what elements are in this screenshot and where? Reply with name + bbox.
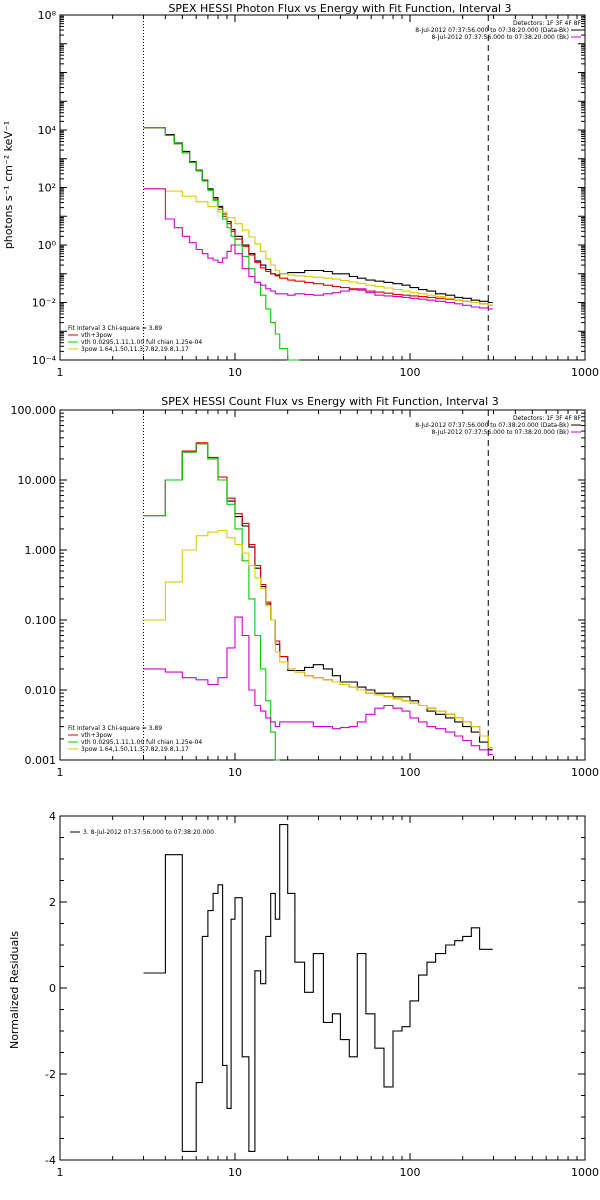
series-residual <box>143 824 493 1152</box>
y-tick-label: 10² <box>38 182 56 195</box>
y-tick-label: -2 <box>45 1068 56 1081</box>
x-tick-label: 100 <box>400 766 421 779</box>
legend-entry: vth+3pow <box>81 332 112 339</box>
count-axis-ticks: 1 10 100 1000 0.001 0.010 0.100 1.000 10.000 100.… <box>11 404 600 779</box>
legend-entry: vth+3pow <box>81 732 112 739</box>
residuals-plot-frame <box>59 815 586 1161</box>
series-3pow <box>143 188 493 306</box>
y-tick-label: 100.000 <box>11 404 57 417</box>
legend-header: Detectors: 1F 3F 4F 8F <box>513 415 582 422</box>
y-tick-label: 0.001 <box>25 754 57 767</box>
x-tick-label: 1 <box>57 1166 64 1179</box>
legend-entry: 3pow 1.64,1.50,11.3,7.82,19.8,1.17 <box>81 346 189 353</box>
y-tick-label: 4 <box>49 810 56 823</box>
residuals-series <box>143 824 493 1152</box>
photon-legend-top-right: Detectors: 1F 3F 4F 8F8-Jul-2012 07:37:5… <box>415 20 581 41</box>
x-tick-label: 10 <box>228 366 242 379</box>
legend-header: Fit Interval 3 Chi-square = 3.89 <box>68 725 162 732</box>
y-tick-label: 10⁴ <box>38 124 57 137</box>
residuals-y-axis-label: Normalized Residuals <box>8 931 21 1049</box>
series-vth <box>143 443 280 761</box>
legend-entry: 8-Jul-2012 07:37:56.000 to 07:38:20.000 … <box>431 34 569 41</box>
series-vth-3pow <box>143 127 493 306</box>
legend-entry: 3pow 1.64,1.50,11.3,7.82,19.8,1.17 <box>81 746 189 753</box>
x-tick-label: 1 <box>57 766 64 779</box>
legend-entry: 8-Jul-2012 07:37:56.000 to 07:38:20.000 … <box>415 27 569 34</box>
photon-flux-panel: SPEX HESSI Photon Flux vs Energy with Fi… <box>2 2 599 379</box>
x-tick-label: 1 <box>57 366 64 379</box>
series-data-bk <box>143 127 493 304</box>
legend-entry: 8-Jul-2012 07:37:56.000 to 07:38:20.000 … <box>415 422 569 429</box>
photon-legend-bottom-left: Fit Interval 3 Chi-square = 3.89vth+3pow… <box>68 325 202 353</box>
photon-y-axis-label: photons s⁻¹ cm⁻² keV⁻¹ <box>2 121 15 249</box>
y-tick-label: 10⁰ <box>38 239 57 252</box>
count-legend-bottom-left: Fit Interval 3 Chi-square = 3.89vth+3pow… <box>68 725 202 753</box>
count-plot-frame <box>59 409 586 761</box>
series-vth-3pow <box>143 442 493 749</box>
photon-plot-frame <box>59 14 586 361</box>
photon-series <box>142 15 493 361</box>
x-tick-label: 10 <box>228 1166 242 1179</box>
count-flux-panel: SPEX HESSI Count Flux vs Energy with Fit… <box>11 395 600 779</box>
residuals-panel: Normalized Residuals 1 10 100 1000 -4 -2 0 2 4 3… <box>8 810 599 1179</box>
legend-header: Detectors: 1F 3F 4F 8F <box>513 20 582 27</box>
series-vth <box>143 127 300 361</box>
y-tick-label: 10⁻⁴ <box>32 354 57 367</box>
series-3pow <box>143 529 493 749</box>
legend-entry: vth 0.0295,1.11,1.00 full chian 1.25e-04 <box>81 739 202 746</box>
x-tick-label: 1000 <box>571 766 599 779</box>
legend-entry: 3. 8-Jul-2012 07:37:56.000 to 07:38:20.0… <box>83 829 214 836</box>
series-bk <box>143 616 493 756</box>
x-tick-label: 1000 <box>571 1166 599 1179</box>
count-series <box>142 410 493 761</box>
x-tick-label: 100 <box>400 366 421 379</box>
series-bk <box>143 188 493 310</box>
y-tick-label: 10⁻² <box>32 297 56 310</box>
residuals-axis-ticks: 1 10 100 1000 -4 -2 0 2 4 <box>45 810 599 1179</box>
y-tick-label: 0 <box>49 982 56 995</box>
y-tick-label: 10.000 <box>18 474 57 487</box>
legend-header: Fit Interval 3 Chi-square = 3.89 <box>68 325 162 332</box>
y-tick-label: 10⁸ <box>38 9 57 22</box>
legend-entry: 8-Jul-2012 07:37:56.000 to 07:38:20.000 … <box>431 429 569 436</box>
y-tick-label: -4 <box>45 1154 56 1167</box>
series-data-bk <box>143 443 493 751</box>
y-tick-label: 1.000 <box>25 544 57 557</box>
count-chart-title: SPEX HESSI Count Flux vs Energy with Fit… <box>161 395 498 408</box>
legend-entry: vth 0.0295,1.11,1.00 full chian 1.25e-04 <box>81 339 202 346</box>
y-tick-label: 0.100 <box>25 614 57 627</box>
count-legend-top-right: Detectors: 1F 3F 4F 8F8-Jul-2012 07:37:5… <box>415 415 581 436</box>
x-tick-label: 1000 <box>571 366 599 379</box>
x-tick-label: 100 <box>400 1166 421 1179</box>
x-tick-label: 10 <box>228 766 242 779</box>
y-tick-label: 2 <box>49 896 56 909</box>
y-tick-label: 0.010 <box>25 684 57 697</box>
photon-chart-title: SPEX HESSI Photon Flux vs Energy with Fi… <box>168 2 511 15</box>
photon-axis-ticks: 1 10 100 1000 10⁻⁴ 10⁻² 10⁰ 10² 10⁴ 10⁸ <box>32 9 599 379</box>
residuals-legend: 3. 8-Jul-2012 07:37:56.000 to 07:38:20.0… <box>70 829 214 836</box>
